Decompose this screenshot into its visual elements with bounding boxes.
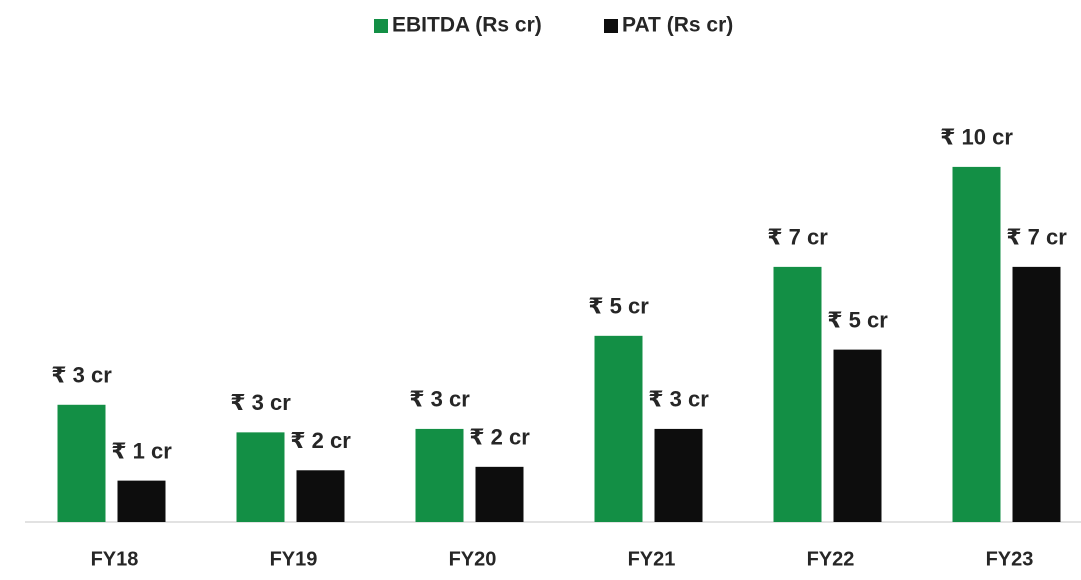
bar <box>57 404 106 522</box>
x-tick-label: FY23 <box>986 548 1034 570</box>
data-label: ₹ 7 cr <box>767 225 828 250</box>
data-label: ₹ 7 cr <box>1006 225 1067 250</box>
data-label: ₹ 3 cr <box>230 390 291 415</box>
x-tick-label: FY22 <box>807 548 855 570</box>
bar <box>117 480 166 522</box>
x-tick-label: FY21 <box>628 548 676 570</box>
bar <box>773 266 822 522</box>
data-label: ₹ 2 cr <box>469 425 530 450</box>
legend-swatch <box>604 19 618 33</box>
bar <box>833 349 882 522</box>
data-label: ₹ 3 cr <box>51 363 112 388</box>
bar <box>415 428 464 522</box>
data-label: ₹ 10 cr <box>940 125 1013 150</box>
bar <box>1012 266 1061 522</box>
legend-label: EBITDA (Rs cr) <box>392 14 542 37</box>
data-label: ₹ 5 cr <box>827 307 888 332</box>
x-tick-label: FY19 <box>270 548 318 570</box>
data-label: ₹ 5 cr <box>588 294 649 319</box>
legend-swatch <box>374 19 388 33</box>
legend-label: PAT (Rs cr) <box>622 14 733 37</box>
data-label: ₹ 3 cr <box>409 387 470 412</box>
x-tick-label: FY20 <box>449 548 497 570</box>
bar <box>654 428 703 522</box>
bar <box>236 432 285 522</box>
bar <box>296 470 345 522</box>
bar <box>594 335 643 522</box>
bar <box>475 466 524 522</box>
data-label: ₹ 2 cr <box>290 428 351 453</box>
data-label: ₹ 1 cr <box>111 438 172 463</box>
data-label: ₹ 3 cr <box>648 387 709 412</box>
bar <box>952 166 1001 522</box>
x-tick-label: FY18 <box>91 548 139 570</box>
